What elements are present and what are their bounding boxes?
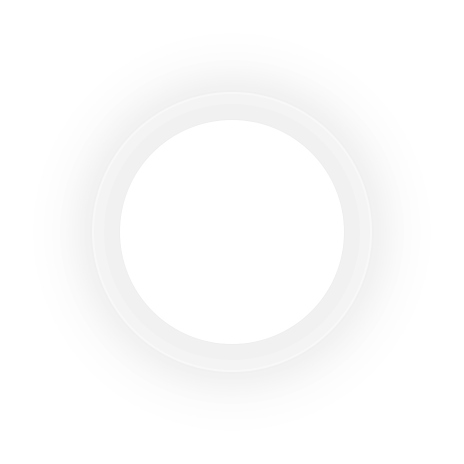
circular-button[interactable] (120, 120, 344, 344)
